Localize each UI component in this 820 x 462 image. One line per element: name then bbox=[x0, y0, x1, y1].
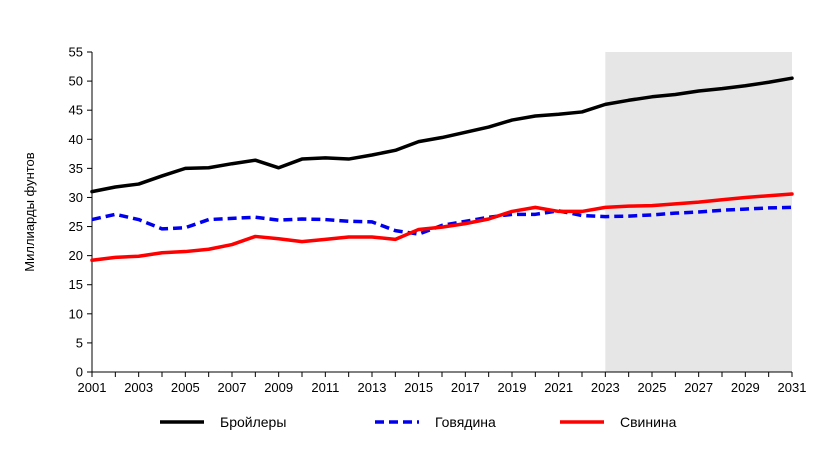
x-axis-ticks: 2001 2003 2005 2007 2009 2011 2013 2015 2017 2019… bbox=[78, 372, 807, 395]
y-axis-ticks: 0 5 10 15 20 25 30 35 40 45 50 55 bbox=[69, 45, 92, 380]
series-lines bbox=[90, 76, 794, 263]
y-tick-label: 10 bbox=[69, 306, 83, 321]
x-tick-label: 2009 bbox=[264, 380, 293, 395]
y-tick-label: 0 bbox=[76, 365, 83, 380]
x-tick-label: 2027 bbox=[684, 380, 713, 395]
series-line-2 bbox=[90, 192, 794, 263]
x-tick-label: 2025 bbox=[638, 380, 667, 395]
x-tick-label: 2001 bbox=[78, 380, 107, 395]
series-line-0 bbox=[90, 76, 794, 194]
x-tick-label: 2007 bbox=[218, 380, 247, 395]
y-tick-label: 50 bbox=[69, 74, 83, 89]
y-tick-label: 5 bbox=[76, 335, 83, 350]
x-tick-label: 2017 bbox=[451, 380, 480, 395]
x-tick-label: 2015 bbox=[404, 380, 433, 395]
x-tick-label: 2019 bbox=[498, 380, 527, 395]
x-tick-label: 2011 bbox=[311, 380, 339, 395]
legend: Бройлеры Говядина Свинина bbox=[160, 414, 677, 430]
x-tick-label: 2021 bbox=[544, 380, 573, 395]
y-tick-label: 55 bbox=[69, 45, 83, 60]
legend-label-0: Бройлеры bbox=[220, 414, 286, 430]
y-tick-label: 45 bbox=[69, 103, 83, 118]
x-tick-label: 2013 bbox=[358, 380, 387, 395]
legend-label-2: Свинина bbox=[620, 414, 677, 430]
y-tick-label: 20 bbox=[69, 248, 83, 263]
y-tick-label: 40 bbox=[69, 132, 83, 147]
x-tick-label: 2003 bbox=[124, 380, 153, 395]
x-tick-label: 2031 bbox=[778, 380, 807, 395]
y-tick-label: 15 bbox=[69, 277, 83, 292]
x-tick-label: 2023 bbox=[591, 380, 620, 395]
legend-label-1: Говядина bbox=[435, 414, 496, 430]
x-tick-label: 2029 bbox=[731, 380, 760, 395]
x-tick-label: 2005 bbox=[171, 380, 200, 395]
y-axis-title: Миллиарды фунтов bbox=[22, 152, 37, 271]
y-tick-label: 35 bbox=[69, 161, 83, 176]
y-tick-label: 25 bbox=[69, 219, 83, 234]
y-tick-label: 30 bbox=[69, 190, 83, 205]
